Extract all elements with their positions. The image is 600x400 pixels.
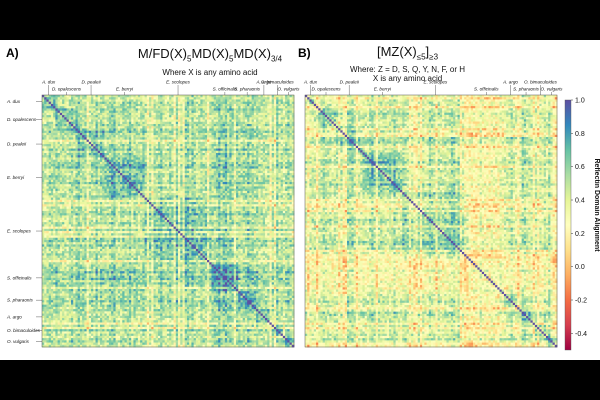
figure: A) M/FD(X)5MD(X)5MD(X)3/4 Where X is any… (0, 40, 600, 360)
